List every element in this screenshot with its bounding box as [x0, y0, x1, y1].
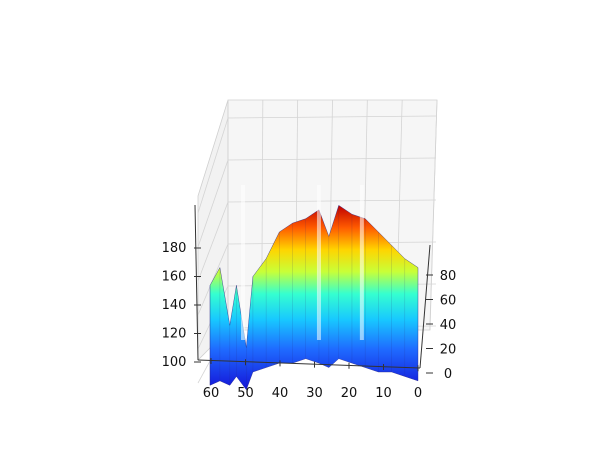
x-tick-label: 30	[306, 386, 323, 401]
z-tick-label: 100	[162, 355, 187, 370]
y-tick-label: 80	[440, 269, 457, 284]
grid-line-h	[227, 115, 437, 119]
y-axis-ticks: 0 20 40 60 80	[426, 269, 456, 382]
surface-body	[209, 205, 419, 391]
x-axis-ticks: 60 50 40 30 20 10 0	[203, 358, 422, 401]
z-tick-label: 160	[162, 270, 187, 285]
y-tick-label: 60	[440, 294, 457, 309]
surface-spike	[316, 185, 321, 340]
x-tick-label: 10	[375, 386, 392, 401]
x-tick-label: 60	[203, 386, 220, 401]
surface-mesh	[209, 205, 419, 391]
grid-line-h	[227, 199, 437, 203]
z-axis-ticks: 100 120 140 160 180	[162, 241, 201, 370]
surface-spike	[359, 185, 364, 340]
z-tick-label: 140	[162, 298, 187, 313]
y-tick-label: 0	[444, 367, 452, 382]
x-tick-label: 40	[272, 386, 289, 401]
grid-line-side	[197, 159, 229, 248]
z-tick-label: 120	[162, 327, 187, 342]
x-tick-label: 0	[414, 386, 422, 401]
grid-line-h	[227, 157, 437, 161]
z-axis-line	[194, 204, 199, 361]
grid-line-v	[429, 99, 438, 331]
grid-line-side	[197, 117, 229, 214]
x-tick-label: 50	[237, 386, 254, 401]
x-tick-label: 20	[341, 386, 358, 401]
grid-line-side	[197, 201, 229, 282]
y-tick-label: 20	[440, 343, 457, 358]
surface-spikes	[241, 185, 364, 340]
y-axis-line	[419, 244, 431, 369]
z-tick-label: 180	[162, 241, 187, 256]
y-tick-label: 40	[440, 318, 457, 333]
grid-line-side	[197, 243, 229, 316]
surface-spike	[241, 185, 246, 340]
